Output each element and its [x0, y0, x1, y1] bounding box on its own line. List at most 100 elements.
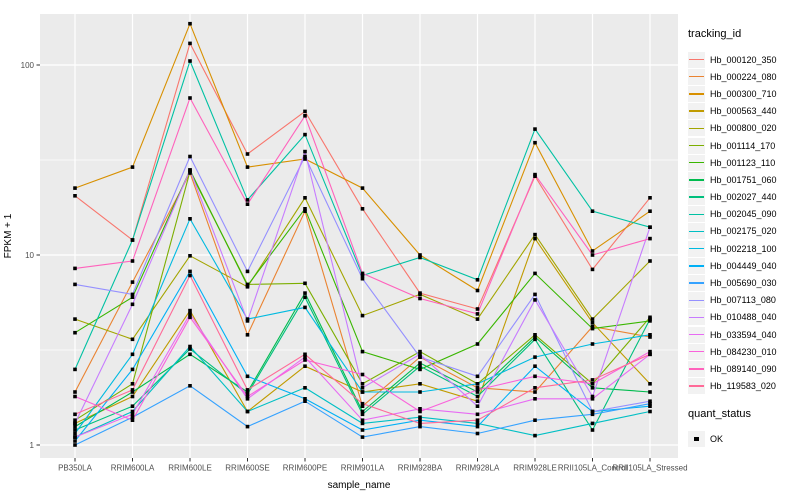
data-point [590, 209, 595, 213]
data-point [73, 418, 77, 422]
data-point [475, 431, 480, 436]
legend-tracking-entries: Hb_000120_350 Hb_000224_080 Hb_000300_710 H… [688, 51, 800, 395]
legend-key [688, 360, 705, 377]
data-point [245, 202, 250, 206]
data-point [188, 384, 192, 388]
legend-label: Hb_000224_080 [710, 71, 777, 82]
legend-item-Hb_000224_080: Hb_000224_080 [688, 68, 800, 85]
data-point [130, 367, 135, 372]
legend-key [688, 171, 705, 188]
legend-label: Hb_001123_110 [710, 157, 776, 168]
legend-item-Hb_002175_020: Hb_002175_020 [688, 223, 800, 240]
legend-color-line-icon [689, 110, 704, 112]
data-point [303, 157, 307, 161]
x-tick-label: RRIM600LA [111, 464, 155, 473]
data-point [73, 421, 77, 426]
data-point [303, 295, 307, 299]
data-point [533, 355, 537, 359]
legend-color-line-icon [689, 333, 704, 336]
x-tick-label: RRIM600PE [283, 464, 327, 473]
data-point [648, 399, 652, 403]
legend-color-line-icon [689, 213, 704, 215]
legend-color-line-icon [689, 368, 704, 370]
data-point [188, 273, 192, 278]
legend-color-line-icon [689, 76, 704, 78]
data-point [188, 344, 192, 349]
data-point [475, 394, 480, 399]
data-point [418, 296, 422, 301]
legend-item-Hb_007113_080: Hb_007113_080 [688, 292, 800, 309]
data-point [475, 288, 480, 293]
data-point [73, 412, 77, 417]
legend-color-line-icon [689, 316, 704, 319]
data-point [475, 342, 480, 346]
data-point [475, 424, 480, 429]
legend-item-Hb_002027_440: Hb_002027_440 [688, 189, 800, 206]
data-point [590, 324, 595, 329]
data-point [130, 337, 135, 342]
legend-label: Hb_000300_710 [710, 88, 777, 99]
data-point [418, 418, 422, 422]
legend-color-line-icon [689, 385, 704, 387]
data-point [245, 409, 250, 414]
data-point [245, 390, 250, 394]
data-point [245, 394, 250, 399]
data-point [73, 390, 77, 394]
data-point [360, 186, 365, 190]
x-tick-label: RRII105LA_Stressed [612, 464, 687, 473]
data-point [303, 355, 307, 359]
data-point [533, 333, 537, 337]
data-point [360, 276, 365, 281]
data-point [130, 238, 135, 242]
data-point [475, 307, 480, 311]
data-point [533, 418, 537, 422]
data-point [360, 412, 365, 417]
data-point [418, 355, 422, 359]
data-point [590, 253, 595, 257]
legend-color-line-icon [689, 230, 704, 233]
legend-item-Hb_119583_020: Hb_119583_020 [688, 378, 800, 395]
legend-key [688, 189, 705, 206]
data-point [648, 390, 652, 394]
data-point [73, 431, 77, 436]
data-point [360, 386, 365, 390]
data-point [303, 358, 307, 362]
data-point [590, 267, 595, 272]
data-point [360, 401, 365, 406]
data-point [188, 269, 192, 274]
legend-label: Hb_084230_010 [710, 346, 777, 357]
data-point [360, 273, 365, 278]
legend-key [688, 51, 705, 68]
legend-item-Hb_033594_040: Hb_033594_040 [688, 326, 800, 343]
data-point [533, 364, 537, 368]
legend-label: Hb_001114_170 [710, 140, 776, 151]
data-point [648, 333, 652, 337]
data-point [533, 236, 537, 241]
data-point [648, 335, 652, 339]
data-point [475, 421, 480, 426]
data-point [188, 154, 192, 159]
data-point [303, 364, 307, 368]
data-point [648, 236, 652, 241]
data-point [360, 349, 365, 354]
data-point [130, 382, 135, 386]
data-point [245, 374, 250, 379]
data-point [303, 196, 307, 200]
data-point [475, 386, 480, 390]
data-point [73, 266, 77, 271]
data-point [475, 374, 480, 379]
data-point [475, 390, 480, 394]
data-point [188, 168, 192, 172]
data-point [648, 196, 652, 200]
data-point [475, 317, 480, 321]
data-point [130, 409, 135, 414]
data-point [648, 225, 652, 229]
legend-label: Hb_001751_060 [710, 174, 777, 185]
legend-key [688, 292, 705, 309]
data-point [245, 397, 250, 401]
legend-item-Hb_002218_100: Hb_002218_100 [688, 240, 800, 257]
data-point [303, 207, 307, 211]
y-axis-title: FPKM + 1 [3, 213, 14, 258]
data-point [475, 418, 480, 422]
